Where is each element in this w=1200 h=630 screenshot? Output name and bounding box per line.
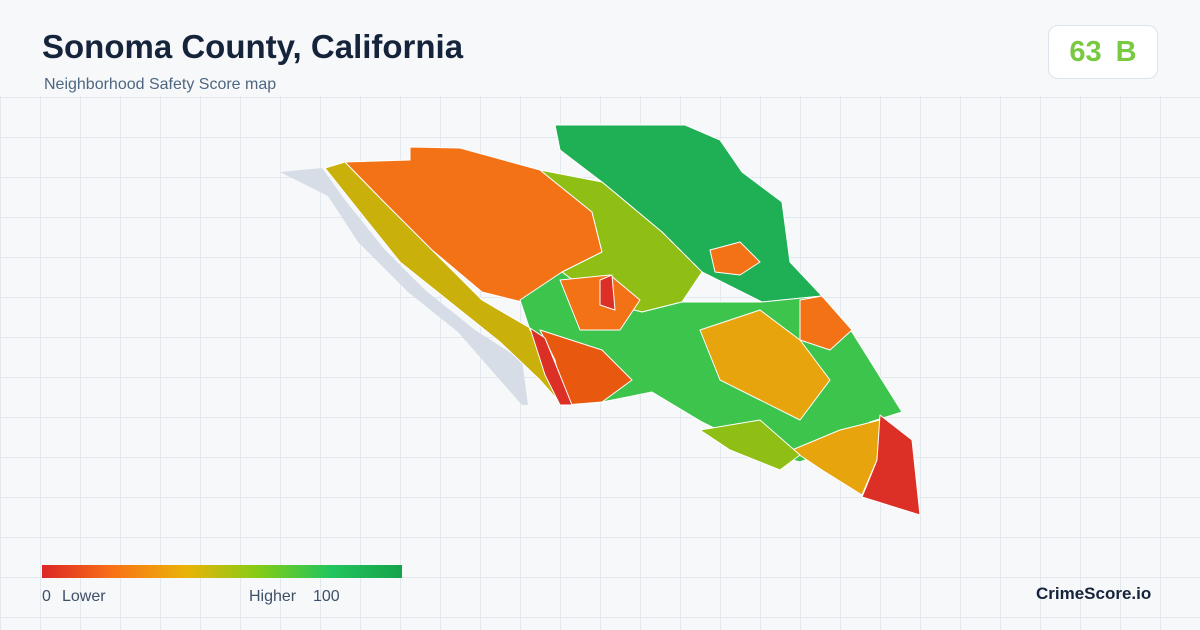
coast <box>280 168 528 405</box>
legend-gradient <box>42 565 402 578</box>
subtitle: Neighborhood Safety Score map <box>44 76 277 93</box>
legend-min-label: Lower <box>62 588 106 605</box>
region <box>699 419 801 471</box>
legend-min: 0 <box>42 588 51 605</box>
title: Sonoma County, California <box>42 28 464 65</box>
header <box>0 0 1200 96</box>
region <box>699 309 831 421</box>
legend-max: 100 <box>313 588 340 605</box>
region <box>861 414 921 516</box>
region <box>529 327 573 406</box>
brand: CrimeScore.io <box>1036 584 1152 603</box>
region <box>799 295 853 351</box>
score-badge: 63 B <box>1048 25 1158 79</box>
region <box>599 274 616 311</box>
score-value: 63 <box>1069 35 1102 68</box>
legend-max-label: Higher <box>249 588 297 605</box>
region <box>709 241 761 276</box>
score-grade: B <box>1115 35 1137 68</box>
